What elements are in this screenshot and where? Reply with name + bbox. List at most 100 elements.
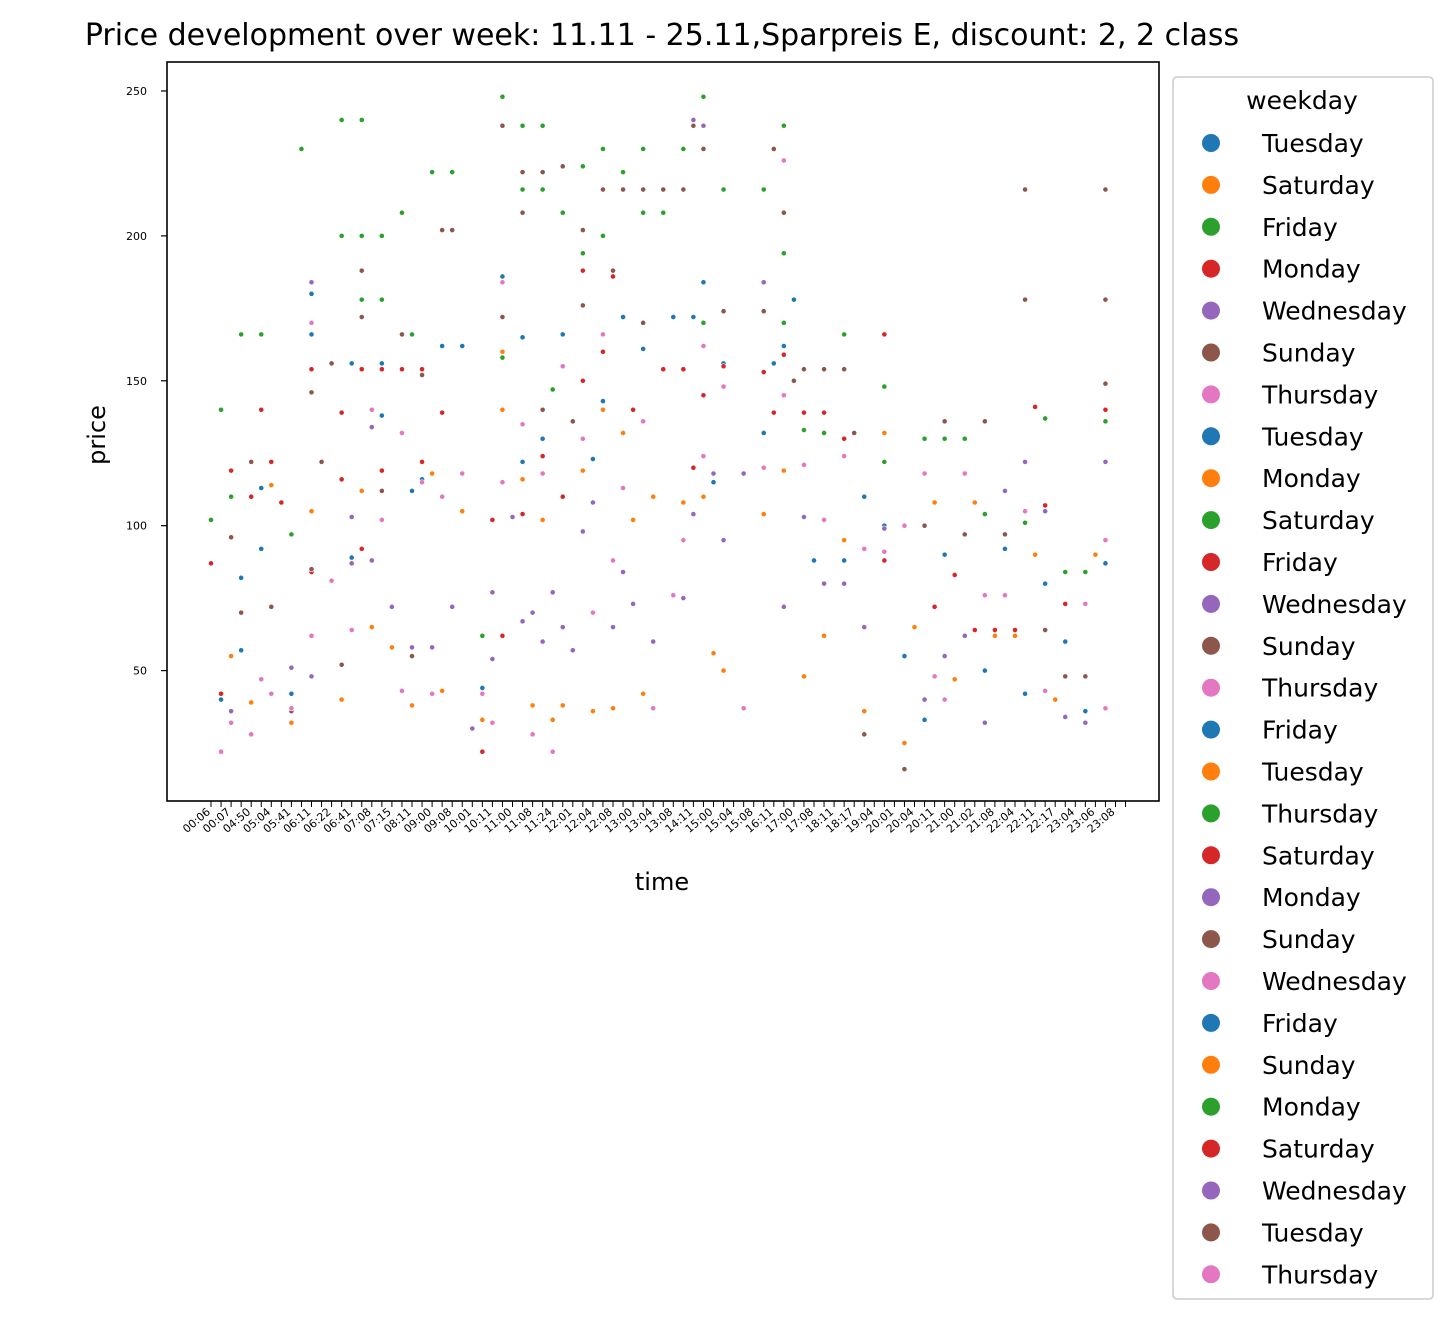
data-point [479, 685, 486, 691]
data-point [378, 467, 385, 474]
legend-label: Wednesday [1262, 1177, 1407, 1206]
legend-marker [1202, 175, 1220, 194]
data-point [600, 186, 606, 193]
data-point [579, 377, 586, 384]
data-point [931, 603, 938, 610]
data-point [439, 227, 446, 233]
legend-item: Thursday [1202, 799, 1378, 828]
data-point [1002, 545, 1008, 552]
legend-marker [1202, 385, 1220, 404]
legend-label: Monday [1262, 255, 1361, 284]
legend-label: Monday [1262, 464, 1361, 493]
data-point [569, 418, 576, 425]
legend-label: Thursday [1261, 674, 1378, 703]
data-point [760, 279, 767, 286]
data-point [549, 716, 556, 723]
data-point [529, 702, 536, 709]
data-point [680, 366, 687, 373]
legend-label: Friday [1262, 213, 1338, 242]
legend-label: Monday [1262, 1093, 1361, 1122]
data-point [700, 453, 707, 460]
data-point [1042, 627, 1049, 633]
data-point [1062, 673, 1069, 680]
data-point [660, 186, 667, 193]
data-point [770, 360, 777, 367]
data-point [861, 731, 868, 738]
legend-item: Friday [1202, 1009, 1338, 1038]
data-point [519, 122, 526, 129]
data-point [941, 696, 948, 703]
data-point [318, 459, 325, 465]
data-point [338, 476, 345, 483]
data-point [881, 430, 888, 436]
data-point [780, 343, 787, 349]
data-point [1102, 705, 1109, 712]
data-point [640, 209, 647, 216]
data-point [238, 609, 245, 616]
legend-label: Thursday [1261, 799, 1378, 828]
data-point [720, 308, 727, 315]
data-point [640, 186, 647, 193]
data-point [680, 537, 687, 544]
data-point [901, 653, 908, 659]
data-point [921, 696, 928, 703]
legend-marker [1202, 804, 1220, 823]
data-point [1082, 569, 1089, 575]
data-point [610, 273, 616, 280]
legend-label: Saturday [1262, 506, 1375, 535]
data-point [700, 122, 707, 129]
data-point [378, 412, 385, 419]
data-point [951, 676, 958, 683]
data-point [459, 470, 466, 477]
legend-label: Thursday [1261, 380, 1378, 409]
data-point [519, 511, 526, 517]
data-point [760, 369, 767, 375]
legend-item: Tuesday [1202, 129, 1364, 158]
data-point [931, 673, 938, 680]
data-point [489, 656, 496, 662]
data-point [1012, 632, 1018, 639]
data-point [951, 572, 958, 578]
data-point [499, 479, 506, 486]
data-point [439, 409, 446, 416]
data-point [429, 169, 435, 176]
data-point [680, 499, 687, 506]
data-point [499, 314, 506, 320]
data-point [1062, 601, 1069, 607]
data-point [610, 557, 616, 564]
data-point [861, 708, 868, 715]
legend-item: Friday [1202, 716, 1338, 745]
data-point [308, 290, 315, 297]
data-point [338, 232, 345, 239]
legend-label: Sunday [1262, 925, 1356, 954]
data-point [499, 632, 506, 639]
data-point [368, 406, 375, 413]
data-point [1082, 719, 1089, 726]
data-point [308, 389, 315, 396]
data-point [1102, 186, 1109, 193]
legend-item: Wednesday [1202, 967, 1407, 996]
data-point [1092, 551, 1099, 558]
data-point [519, 334, 526, 341]
legend-marker [1202, 259, 1220, 278]
data-point [358, 314, 365, 320]
data-point [981, 667, 988, 674]
data-point [720, 537, 727, 544]
legend-item: Sunday [1202, 632, 1356, 661]
legend-label: Saturday [1262, 841, 1375, 870]
legend-label: Sunday [1262, 1051, 1356, 1080]
data-point [288, 531, 295, 538]
legend-label: Tuesday [1261, 422, 1364, 451]
data-point [429, 470, 435, 477]
data-point [248, 459, 255, 465]
data-point [228, 653, 234, 659]
data-point [1062, 569, 1069, 575]
y-axis: 50 100 150 200 250 [126, 85, 167, 678]
data-point [378, 366, 385, 373]
data-point [841, 366, 848, 373]
data-point [338, 409, 345, 416]
legend-marker [1202, 972, 1220, 990]
data-point [901, 740, 908, 746]
data-point [308, 566, 315, 573]
data-point [861, 545, 868, 552]
